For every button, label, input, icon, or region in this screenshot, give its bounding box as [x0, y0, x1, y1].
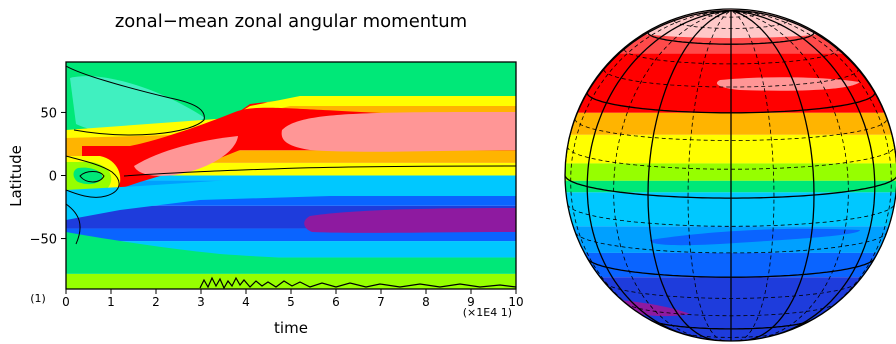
globe-parallel — [575, 232, 887, 254]
globe-meridian — [730, 10, 849, 340]
x-tick-label: 8 — [422, 295, 430, 309]
contour-zero-line — [123, 165, 516, 177]
globe-band-3 — [565, 112, 896, 135]
y-axis-label: Latitude — [7, 145, 25, 207]
x-tick-label: 5 — [287, 295, 295, 309]
heatmap-feature-bottom-noise — [199, 276, 516, 289]
x-tick-label: 1 — [107, 295, 115, 309]
globe-band-9 — [565, 252, 896, 278]
globe-meridian — [570, 10, 732, 321]
contour-equatorial — [66, 155, 120, 198]
x-tick-label: 0 — [62, 295, 70, 309]
globe-meridian — [730, 10, 892, 321]
x-tick-label: 4 — [242, 295, 250, 309]
globe-meridian — [730, 9, 876, 337]
heatmap-features — [66, 62, 516, 289]
x-tick-label: 2 — [152, 295, 160, 309]
contour-eq-loop — [79, 171, 105, 183]
heatmap-feature-sh-green-band — [66, 232, 516, 266]
y-tick-label: 50 — [40, 106, 57, 121]
globe-meridian — [730, 10, 775, 341]
globe-band-5 — [565, 163, 896, 181]
globe-meridian — [613, 10, 732, 340]
globe-grid — [565, 9, 896, 341]
y-tick-label: 0 — [49, 170, 57, 185]
y-axis: 50 0 −50 — [30, 106, 66, 248]
heatmap-contours — [66, 65, 516, 245]
heatmap-feature-pink-long — [281, 112, 516, 152]
corner-note: (1) — [30, 292, 46, 305]
globe-band-7 — [565, 192, 896, 227]
x-tick-label: 6 — [332, 295, 340, 309]
globe-meridian — [647, 9, 732, 341]
heatmap-feature-sh-cyan-wedge — [66, 176, 516, 220]
y-tick-label: −50 — [30, 233, 57, 248]
x-tick-label: 9 — [467, 295, 475, 309]
heatmap-feature-pink-early — [134, 136, 238, 176]
x-tick-label: 10 — [508, 295, 523, 309]
globe-meridian — [730, 9, 815, 341]
heatmap-feature-purple-blob — [304, 208, 516, 233]
chart-title: zonal−mean zonal angular momentum — [115, 11, 467, 32]
heatmap-feature-nh-cyan — [70, 76, 205, 135]
x-axis: 0 1 2 3 4 5 6 7 8 9 10 — [62, 289, 524, 309]
heatmap-plot-area — [66, 62, 516, 289]
globe-meridian — [687, 10, 732, 341]
globe-outline — [564, 8, 896, 342]
x-scale-note: (×1E4 1) — [463, 306, 512, 319]
globe-feature-blue-tongue — [650, 228, 860, 246]
contour-sh-lower — [66, 203, 81, 245]
contour-nh-upper — [66, 65, 205, 136]
x-tick-label: 7 — [377, 295, 385, 309]
x-tick-label: 3 — [197, 295, 205, 309]
x-axis-label: time — [274, 319, 308, 337]
heatmap-band-0 — [66, 273, 516, 289]
globe-meridian — [586, 9, 732, 337]
globe-band-4 — [565, 134, 896, 164]
